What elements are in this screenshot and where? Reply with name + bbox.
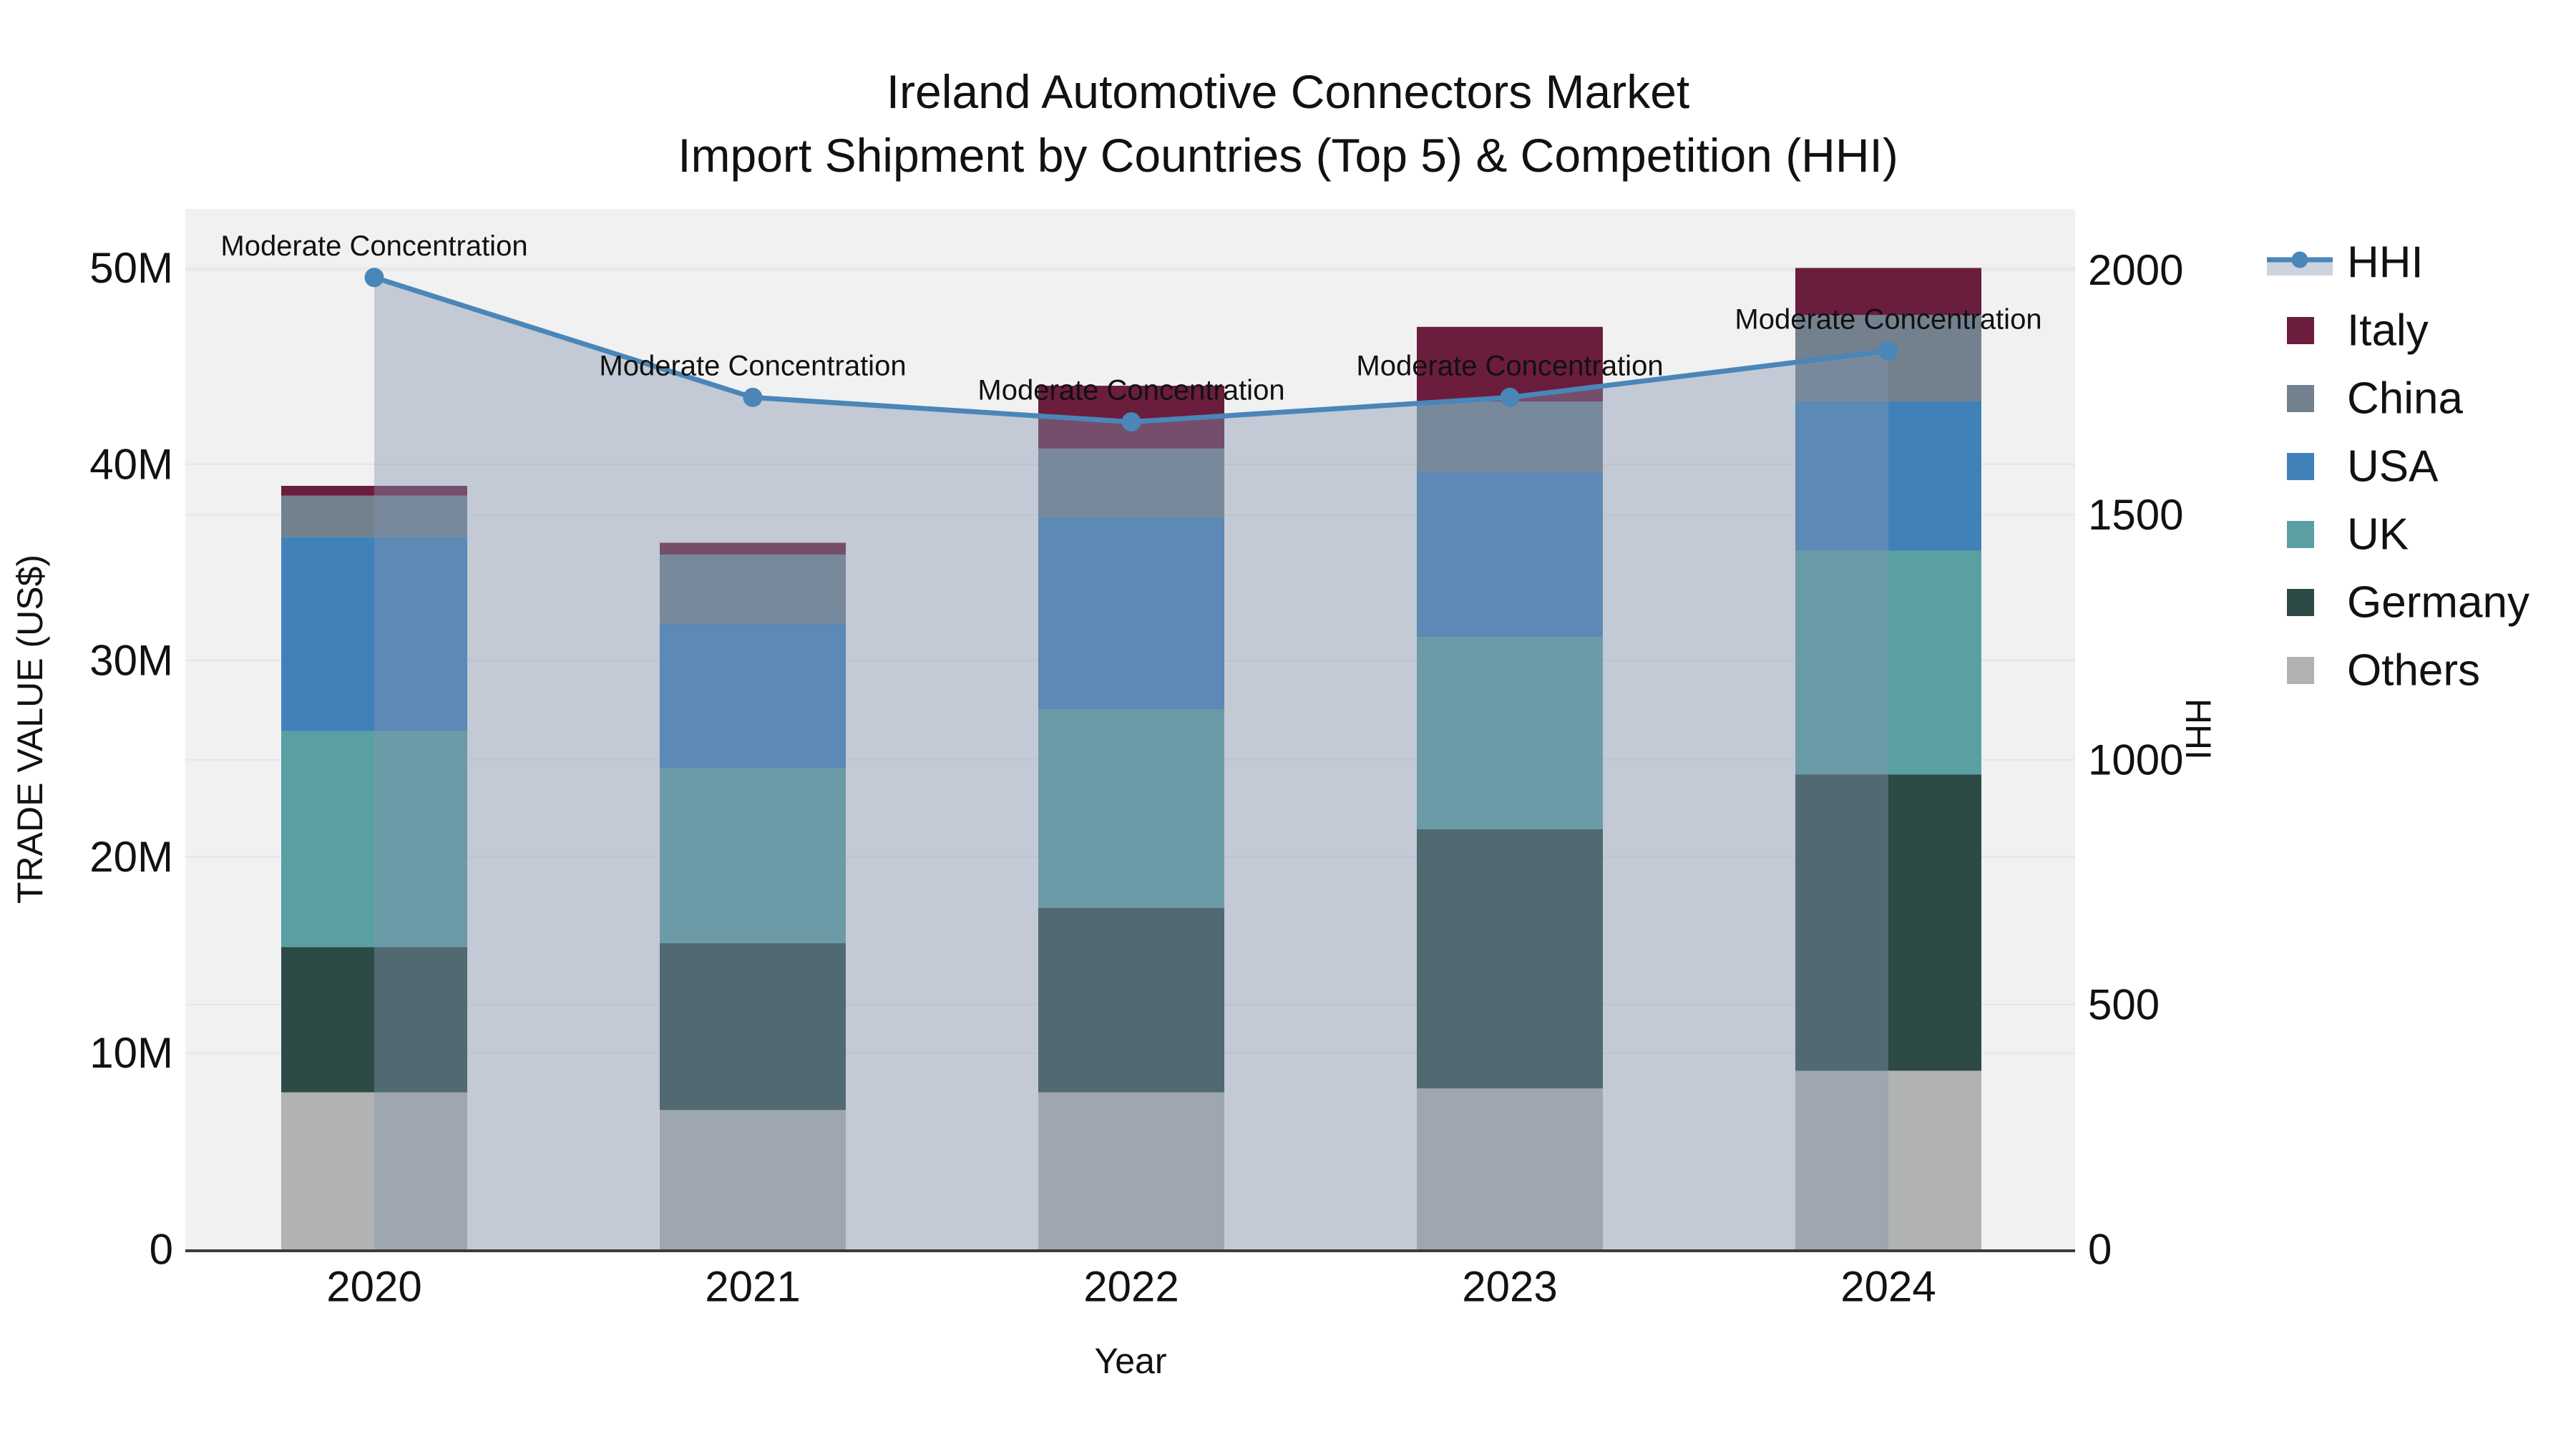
y-left-tick-50M: 50M bbox=[89, 244, 173, 292]
bar-segment-germany-2020[interactable] bbox=[281, 947, 467, 1093]
bar-segment-germany-2023[interactable] bbox=[1417, 829, 1603, 1089]
legend-swatch-italy bbox=[2287, 317, 2314, 344]
legend-item-uk[interactable]: UK bbox=[2287, 510, 2409, 560]
legend-item-china[interactable]: China bbox=[2287, 374, 2464, 424]
x-tick-2024[interactable]: 2024 bbox=[1840, 1263, 1936, 1311]
legend-item-others[interactable]: Others bbox=[2287, 646, 2480, 696]
legend-swatch-uk bbox=[2287, 521, 2314, 548]
bar-segment-china-2021[interactable] bbox=[660, 554, 846, 623]
y-axis-title-left: TRADE VALUE (US$) bbox=[10, 555, 50, 904]
legend-hhi-marker-icon bbox=[2291, 251, 2308, 268]
bar-segment-germany-2022[interactable] bbox=[1038, 907, 1224, 1093]
legend-label-china[interactable]: China bbox=[2347, 374, 2464, 424]
legend-label-italy[interactable]: Italy bbox=[2347, 306, 2429, 356]
chart-title-line1: Ireland Automotive Connectors Market bbox=[887, 65, 1690, 118]
bar-segment-china-2022[interactable] bbox=[1038, 448, 1224, 517]
bar-segment-uk-2021[interactable] bbox=[660, 768, 846, 944]
legend-label-uk[interactable]: UK bbox=[2347, 510, 2409, 560]
bar-segment-others-2024[interactable] bbox=[1795, 1070, 1981, 1249]
annotation-2021: Moderate Concentration bbox=[599, 350, 906, 381]
y-right-tick-0: 0 bbox=[2088, 1226, 2112, 1274]
y-right-tick-1000: 1000 bbox=[2088, 736, 2183, 784]
annotation-2020: Moderate Concentration bbox=[220, 230, 527, 262]
legend-swatch-others bbox=[2287, 657, 2314, 684]
hhi-marker-2020[interactable] bbox=[364, 268, 384, 288]
y-left-tick-40M: 40M bbox=[89, 440, 173, 488]
y-left-tick-30M: 30M bbox=[89, 637, 173, 685]
legend-item-germany[interactable]: Germany bbox=[2287, 578, 2529, 628]
bar-segment-usa-2020[interactable] bbox=[281, 537, 467, 731]
legend-swatch-germany bbox=[2287, 589, 2314, 616]
x-tick-2022[interactable]: 2022 bbox=[1083, 1263, 1179, 1311]
bar-segment-others-2023[interactable] bbox=[1417, 1088, 1603, 1249]
hhi-marker-2024[interactable] bbox=[1878, 341, 1898, 361]
bar-segment-usa-2024[interactable] bbox=[1795, 401, 1981, 551]
y-left-tick-0: 0 bbox=[150, 1226, 173, 1274]
x-tick-2023[interactable]: 2023 bbox=[1462, 1263, 1557, 1311]
y-axis-title-right: HHI bbox=[2178, 698, 2218, 760]
bar-segment-others-2020[interactable] bbox=[281, 1092, 467, 1249]
legend-item-italy[interactable]: Italy bbox=[2287, 306, 2429, 356]
bar-segment-uk-2023[interactable] bbox=[1417, 637, 1603, 829]
bar-segment-usa-2022[interactable] bbox=[1038, 517, 1224, 710]
bar-segment-uk-2020[interactable] bbox=[281, 731, 467, 947]
bar-segment-germany-2024[interactable] bbox=[1795, 774, 1981, 1071]
hhi-marker-2022[interactable] bbox=[1121, 412, 1141, 432]
legend-label-usa[interactable]: USA bbox=[2347, 442, 2439, 492]
annotation-2022: Moderate Concentration bbox=[977, 375, 1284, 406]
bar-segment-china-2020[interactable] bbox=[281, 495, 467, 537]
legend-item-usa[interactable]: USA bbox=[2287, 442, 2439, 492]
stacked-bars bbox=[281, 268, 1981, 1249]
bar-segment-uk-2022[interactable] bbox=[1038, 709, 1224, 908]
x-tick-2021[interactable]: 2021 bbox=[705, 1263, 800, 1311]
hhi-area-polygon bbox=[374, 277, 1888, 1249]
bar-segment-italy-2021[interactable] bbox=[660, 542, 846, 555]
annotation-2023: Moderate Concentration bbox=[1356, 350, 1663, 381]
bar-segment-uk-2024[interactable] bbox=[1795, 550, 1981, 775]
y-right-tick-1500: 1500 bbox=[2088, 491, 2183, 539]
x-tick-2020[interactable]: 2020 bbox=[326, 1263, 421, 1311]
bar-segment-others-2022[interactable] bbox=[1038, 1092, 1224, 1249]
bar-segment-usa-2021[interactable] bbox=[660, 623, 846, 769]
legend-item-hhi[interactable]: HHI bbox=[2267, 238, 2424, 288]
hhi-marker-2023[interactable] bbox=[1500, 387, 1520, 407]
legend-label-hhi[interactable]: HHI bbox=[2347, 238, 2424, 288]
bar-segment-china-2023[interactable] bbox=[1417, 401, 1603, 472]
y-right-tick-500: 500 bbox=[2088, 980, 2160, 1028]
y-right-tick-2000: 2000 bbox=[2088, 246, 2183, 294]
hhi-area-fill bbox=[374, 277, 1888, 1249]
y-left-tick-10M: 10M bbox=[89, 1029, 173, 1077]
legend-label-others[interactable]: Others bbox=[2347, 646, 2480, 696]
bar-segment-others-2021[interactable] bbox=[660, 1110, 846, 1249]
legend-swatch-usa bbox=[2287, 453, 2314, 480]
bar-segment-usa-2023[interactable] bbox=[1417, 472, 1603, 638]
legend: HHI Italy China USA UK Germany Others bbox=[2267, 238, 2529, 696]
hhi-marker-2021[interactable] bbox=[743, 387, 763, 407]
legend-label-germany[interactable]: Germany bbox=[2347, 578, 2529, 628]
annotations: Moderate Concentration Moderate Concentra… bbox=[220, 230, 2041, 406]
bar-segment-germany-2021[interactable] bbox=[660, 943, 846, 1111]
legend-swatch-china bbox=[2287, 385, 2314, 412]
x-axis-title: Year bbox=[1094, 1341, 1166, 1381]
bar-segment-italy-2024[interactable] bbox=[1795, 268, 1981, 316]
annotation-2024: Moderate Concentration bbox=[1735, 303, 2041, 335]
bar-segment-italy-2020[interactable] bbox=[281, 485, 467, 496]
hhi-line bbox=[364, 268, 1898, 432]
chart-title-line2: Import Shipment by Countries (Top 5) & C… bbox=[678, 129, 1898, 182]
y-left-tick-20M: 20M bbox=[89, 833, 173, 881]
tick-labels: 0 10M 20M 30M 40M 50M 0 500 1000 1500 2000 2020 2021… bbox=[89, 244, 2183, 1311]
